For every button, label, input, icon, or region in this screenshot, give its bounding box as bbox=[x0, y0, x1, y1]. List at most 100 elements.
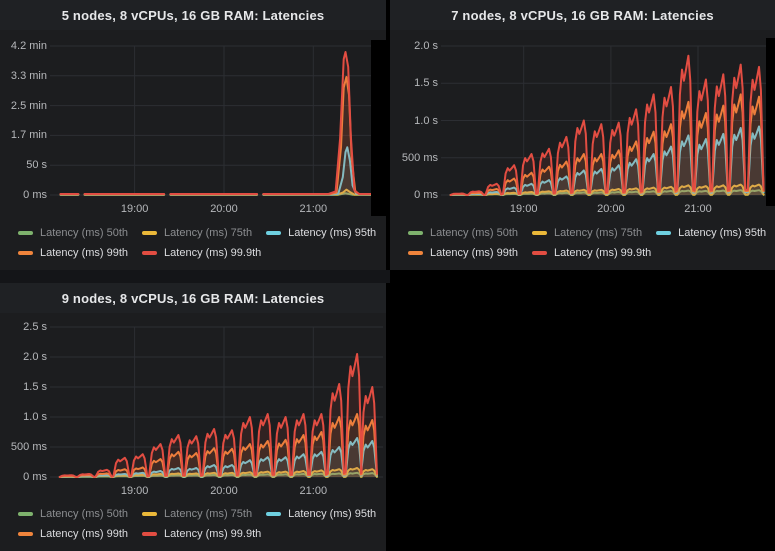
series-line bbox=[262, 51, 379, 195]
series-line bbox=[58, 353, 378, 478]
x-axis-tick-label: 19:00 bbox=[120, 485, 149, 497]
gridlines bbox=[50, 326, 383, 478]
series-area bbox=[263, 52, 378, 195]
panel-header[interactable]: 7 nodes, 8 vCPUs, 16 GB RAM: Latencies bbox=[390, 0, 775, 30]
panel-title: 5 nodes, 8 vCPUs, 16 GB RAM: Latencies bbox=[61, 7, 325, 23]
legend-item-latency-ms-50th[interactable]: Latency (ms) 50th bbox=[18, 227, 128, 239]
legend-item-latency-ms-99-9th[interactable]: Latency (ms) 99.9th bbox=[532, 247, 651, 259]
y-axis-tick-label: 1.5 s bbox=[414, 77, 438, 90]
legend-row: Latency (ms) 50th Latency (ms) 75th Latenc… bbox=[408, 227, 766, 239]
series-latency-ms-99-9th bbox=[58, 353, 378, 478]
legend-label: Latency (ms) 75th bbox=[554, 227, 643, 239]
legend-swatch-icon bbox=[656, 231, 672, 235]
legend-swatch-icon bbox=[18, 231, 33, 235]
y-axis-tick-label: 500 ms bbox=[10, 441, 47, 453]
legend-label: Latency (ms) 75th bbox=[164, 508, 253, 520]
legend-row: Latency (ms) 50th Latency (ms) 75th Latenc… bbox=[18, 508, 376, 520]
legend-label: Latency (ms) 50th bbox=[40, 508, 129, 520]
legend-item-latency-ms-50th[interactable]: Latency (ms) 50th bbox=[18, 508, 128, 520]
legend-label: Latency (ms) 99th bbox=[40, 528, 129, 540]
panel-9-nodes-latencies: 9 nodes, 8 vCPUs, 16 GB RAM: Latencies 0… bbox=[0, 283, 386, 551]
x-axis-tick-label: 20:00 bbox=[597, 203, 625, 215]
legend-item-latency-ms-95th[interactable]: Latency (ms) 95th bbox=[266, 227, 376, 239]
panel-title: 9 nodes, 8 vCPUs, 16 GB RAM: Latencies bbox=[61, 290, 325, 306]
series-area bbox=[59, 472, 377, 477]
legend-row: Latency (ms) 50th Latency (ms) 75th Latenc… bbox=[18, 227, 376, 239]
panel-7-nodes-latencies: 7 nodes, 8 vCPUs, 16 GB RAM: Latencies 0… bbox=[390, 0, 775, 270]
series-latency-ms-99-9th bbox=[449, 54, 765, 196]
latency-chart[interactable] bbox=[0, 0, 386, 270]
x-axis-tick-label: 21:00 bbox=[299, 203, 328, 215]
legend-swatch-icon bbox=[266, 512, 282, 516]
legend-swatch-icon bbox=[142, 231, 158, 235]
legend-swatch-icon bbox=[266, 231, 282, 235]
y-axis-tick-label: 1.0 s bbox=[23, 411, 47, 423]
redaction-box bbox=[766, 38, 775, 206]
legend-item-latency-ms-75th[interactable]: Latency (ms) 75th bbox=[532, 227, 642, 239]
legend-label: Latency (ms) 50th bbox=[430, 227, 519, 239]
series-latency-ms-95th bbox=[59, 146, 379, 196]
series-area bbox=[263, 189, 378, 195]
series-area bbox=[59, 414, 377, 477]
x-axis-tick-label: 20:00 bbox=[210, 485, 238, 497]
series-area bbox=[450, 94, 764, 195]
legend-swatch-icon bbox=[408, 231, 423, 235]
panel-header[interactable]: 5 nodes, 8 vCPUs, 16 GB RAM: Latencies bbox=[0, 0, 386, 30]
y-axis-tick-label: 1.7 min bbox=[10, 129, 47, 142]
y-axis-tick-label: 50 s bbox=[26, 159, 47, 172]
legend-label: Latency (ms) 99th bbox=[40, 247, 129, 259]
legend-label: Latency (ms) 50th bbox=[40, 227, 129, 239]
redaction-box bbox=[371, 40, 386, 216]
y-axis-tick-label: 2.5 s bbox=[23, 321, 47, 333]
series-latency-ms-99-9th bbox=[59, 51, 379, 195]
legend-swatch-icon bbox=[408, 251, 423, 255]
panel-row-gap bbox=[0, 270, 390, 283]
legend-label: Latency (ms) 99th bbox=[430, 247, 519, 259]
series-latency-ms-99th bbox=[59, 76, 379, 196]
series-area bbox=[59, 354, 377, 477]
y-axis-tick-label: 2.0 s bbox=[23, 351, 47, 363]
series-area bbox=[59, 438, 377, 477]
y-axis-tick-label: 3.3 min bbox=[10, 69, 47, 82]
panel-header[interactable]: 9 nodes, 8 vCPUs, 16 GB RAM: Latencies bbox=[0, 283, 386, 313]
legend-swatch-icon bbox=[142, 532, 158, 536]
latency-chart[interactable] bbox=[0, 283, 386, 551]
legend-item-latency-ms-99th[interactable]: Latency (ms) 99th bbox=[18, 528, 128, 540]
x-axis-tick-label: 21:00 bbox=[299, 485, 328, 497]
legend-swatch-icon bbox=[142, 251, 158, 255]
legend-item-latency-ms-75th[interactable]: Latency (ms) 75th bbox=[142, 227, 252, 239]
panel-5-nodes-latencies: 5 nodes, 8 vCPUs, 16 GB RAM: Latencies 0… bbox=[0, 0, 386, 270]
legend-item-latency-ms-99th[interactable]: Latency (ms) 99th bbox=[18, 247, 128, 259]
legend-label: Latency (ms) 99.9th bbox=[554, 247, 652, 259]
series-area bbox=[263, 147, 378, 195]
y-axis-tick-label: 0 ms bbox=[414, 189, 438, 201]
series-line bbox=[262, 146, 379, 196]
legend-label: Latency (ms) 95th bbox=[678, 227, 767, 239]
latency-chart[interactable] bbox=[390, 0, 775, 270]
y-axis-tick-label: 1.5 s bbox=[23, 381, 47, 393]
y-axis-tick-label: 4.2 min bbox=[10, 40, 47, 52]
legend-item-latency-ms-99th[interactable]: Latency (ms) 99th bbox=[408, 247, 518, 259]
x-axis-tick-label: 20:00 bbox=[210, 203, 238, 215]
legend-item-latency-ms-50th[interactable]: Latency (ms) 50th bbox=[408, 227, 518, 239]
legend-item-latency-ms-95th[interactable]: Latency (ms) 95th bbox=[656, 227, 766, 239]
legend-item-latency-ms-99-9th[interactable]: Latency (ms) 99.9th bbox=[142, 247, 261, 259]
x-axis-tick-label: 19:00 bbox=[509, 203, 538, 215]
legend-swatch-icon bbox=[18, 532, 33, 536]
legend-item-latency-ms-75th[interactable]: Latency (ms) 75th bbox=[142, 508, 252, 520]
y-axis-tick-label: 500 ms bbox=[401, 151, 438, 164]
legend-swatch-icon bbox=[532, 231, 548, 235]
series-area bbox=[59, 468, 377, 477]
legend-swatch-icon bbox=[142, 512, 158, 516]
legend-item-latency-ms-99-9th[interactable]: Latency (ms) 99.9th bbox=[142, 528, 261, 540]
series-line bbox=[449, 54, 765, 196]
panel-title: 7 nodes, 8 vCPUs, 16 GB RAM: Latencies bbox=[451, 7, 714, 23]
legend-item-latency-ms-95th[interactable]: Latency (ms) 95th bbox=[266, 508, 376, 520]
legend-label: Latency (ms) 99.9th bbox=[164, 528, 262, 540]
legend-label: Latency (ms) 95th bbox=[288, 227, 377, 239]
x-axis-tick-label: 19:00 bbox=[120, 203, 149, 215]
y-axis-tick-label: 0 ms bbox=[23, 471, 47, 483]
legend-row: Latency (ms) 99th Latency (ms) 99.9th bbox=[408, 247, 651, 259]
legend-label: Latency (ms) 99.9th bbox=[164, 247, 262, 259]
